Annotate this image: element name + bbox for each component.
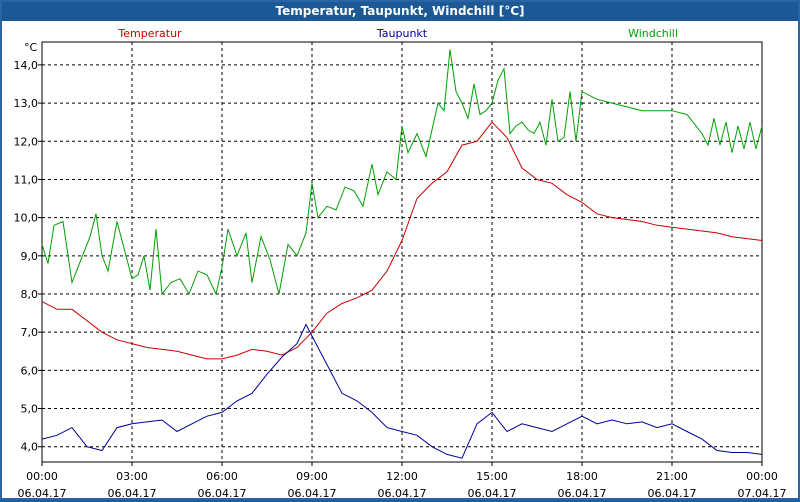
x-tick-time: 00:00 [746, 470, 778, 483]
legend-temperatur: Temperatur [117, 27, 182, 40]
y-tick-label: 11,0 [14, 173, 39, 186]
x-tick-date: 06.04.17 [558, 487, 607, 500]
y-tick-label: 8,0 [21, 288, 39, 301]
x-tick-date: 06.04.17 [108, 487, 157, 500]
x-tick-time: 15:00 [476, 470, 508, 483]
chart-series [41, 49, 763, 459]
y-tick-label: 12,0 [14, 135, 39, 148]
x-tick-date: 06.04.17 [468, 487, 517, 500]
y-tick-label: 10,0 [14, 212, 39, 225]
y-tick-label: 14,0 [14, 59, 39, 72]
y-tick-label: 13,0 [14, 97, 39, 110]
legend-windchill: Windchill [628, 27, 678, 40]
series-line-taupunkt [41, 323, 763, 459]
y-axis: 4,0 5,0 6,0 7,0 8,0 9,0 10,0 11,0 12,0 13,0 14,0 [14, 59, 42, 454]
window-title: Temperatur, Taupunkt, Windchill [°C] [2, 2, 798, 21]
legend-taupunkt: Taupunkt [376, 27, 428, 40]
x-axis: 00:00 06.04.17 03:00 06.04.17 06:00 06.04.17 0… [18, 462, 787, 500]
chart-legend: Temperatur Taupunkt Windchill [117, 27, 678, 40]
series-line-temperatur [41, 121, 763, 360]
x-tick-date: 06.04.17 [18, 487, 67, 500]
x-tick-date: 07.04.17 [738, 487, 787, 500]
x-tick-date: 06.04.17 [288, 487, 337, 500]
y-tick-label: 6,0 [21, 364, 39, 377]
y-tick-label: 7,0 [21, 326, 39, 339]
x-tick-time: 12:00 [386, 470, 418, 483]
y-tick-label: 4,0 [21, 441, 39, 454]
x-tick-date: 06.04.17 [198, 487, 247, 500]
x-tick-time: 03:00 [116, 470, 148, 483]
x-tick-time: 09:00 [296, 470, 328, 483]
x-tick-time: 06:00 [206, 470, 238, 483]
y-axis-unit: °C [24, 41, 38, 54]
y-tick-label: 5,0 [21, 403, 39, 416]
y-tick-label: 9,0 [21, 250, 39, 263]
x-tick-time: 18:00 [566, 470, 598, 483]
x-tick-time: 21:00 [656, 470, 688, 483]
x-tick-date: 06.04.17 [378, 487, 427, 500]
x-tick-date: 06.04.17 [648, 487, 697, 500]
chart-grid [41, 41, 763, 463]
x-tick-time: 00:00 [26, 470, 58, 483]
series-line-windchill [41, 49, 763, 296]
